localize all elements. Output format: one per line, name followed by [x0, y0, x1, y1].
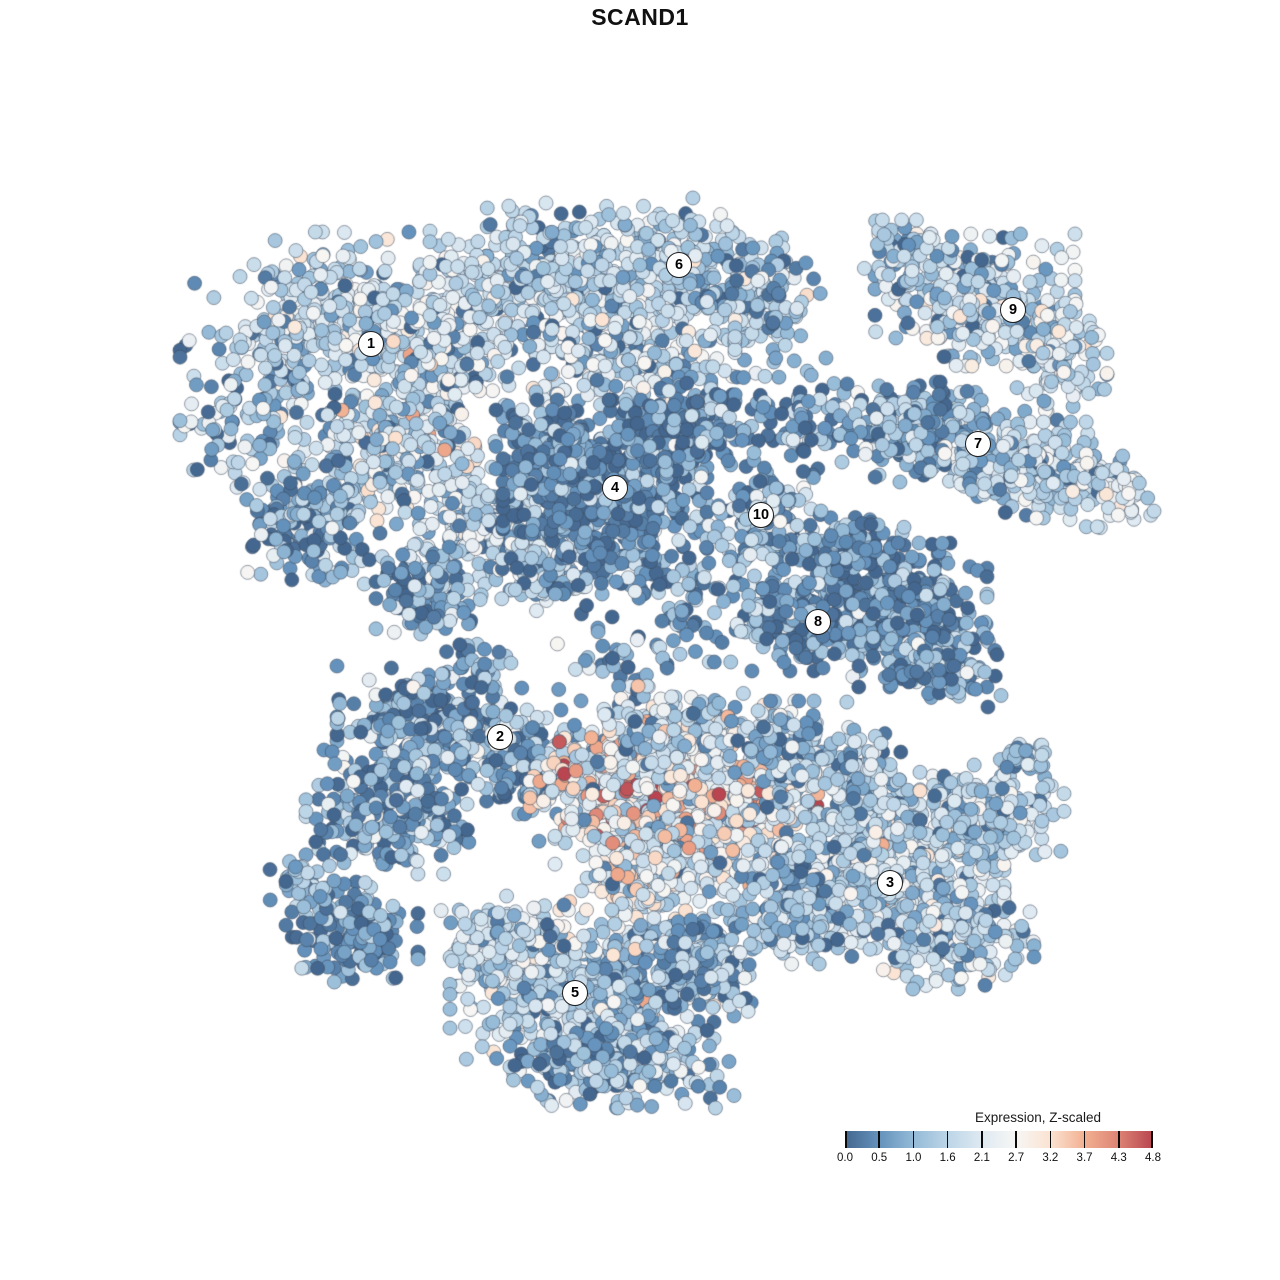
- cluster-label-8: 8: [805, 609, 831, 635]
- legend-tick-label: 1.0: [905, 1152, 922, 1164]
- legend-tick: [1015, 1131, 1017, 1148]
- legend-tick: [878, 1131, 881, 1148]
- legend-tick-label: 3.2: [1042, 1152, 1059, 1164]
- legend-title: Expression, Z-scaled: [974, 1110, 1102, 1125]
- legend-tick-label: 0.0: [837, 1152, 853, 1164]
- cluster-label-7: 7: [965, 431, 991, 457]
- cluster-label-9: 9: [1000, 297, 1026, 323]
- legend-tick-label: 2.7: [1008, 1152, 1025, 1164]
- cluster-label-6: 6: [666, 252, 692, 278]
- cluster-label-1: 1: [358, 331, 384, 357]
- cluster-label-4: 4: [602, 475, 628, 501]
- expression-legend: Expression, Z-scaled 0.0 0.5 1.0 1.6 2.1 2.7 3…: [837, 1110, 1161, 1170]
- legend-tick-label: 4.8: [1145, 1152, 1161, 1164]
- legend-colorbar: [845, 1131, 1153, 1148]
- legend-tick: [912, 1131, 915, 1148]
- cluster-label-10: 10: [748, 502, 774, 528]
- legend-tick-label: 0.5: [871, 1152, 888, 1164]
- legend-tick-label: 3.7: [1076, 1152, 1093, 1164]
- legend-tick: [946, 1131, 949, 1148]
- legend-tick: [845, 1131, 847, 1148]
- cluster-label-3: 3: [877, 870, 903, 896]
- legend-tick: [1151, 1131, 1153, 1148]
- legend-tick: [1049, 1131, 1052, 1148]
- cluster-label-5: 5: [562, 980, 588, 1006]
- legend-tick-label: 1.6: [939, 1152, 956, 1164]
- cluster-label-2: 2: [487, 724, 513, 750]
- legend-tick-label: 2.1: [973, 1152, 990, 1164]
- legend-tick: [981, 1131, 983, 1148]
- plot-title: SCAND1: [591, 4, 689, 30]
- legend-tick: [1117, 1131, 1120, 1148]
- legend-tick-label: 4.3: [1110, 1152, 1127, 1164]
- legend-tick: [1083, 1131, 1086, 1148]
